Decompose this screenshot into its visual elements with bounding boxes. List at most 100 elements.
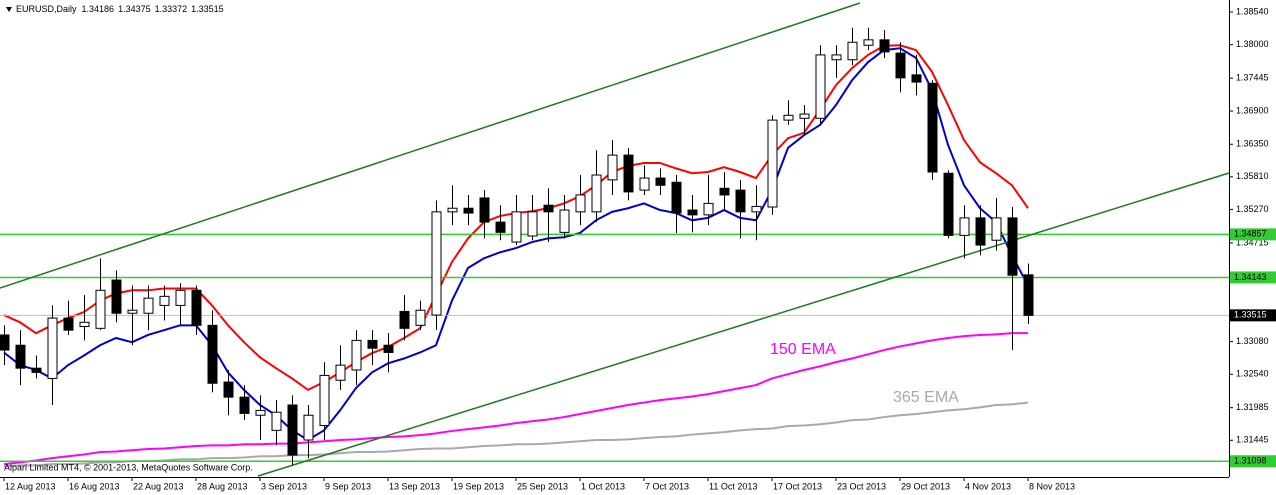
x-tick-label: 4 Nov 2013	[965, 481, 1011, 491]
annotation: 150 EMA	[770, 341, 836, 358]
candle-body	[431, 211, 442, 316]
candle-body	[703, 202, 714, 216]
x-tick-label: 23 Oct 2013	[837, 481, 886, 491]
candle-body	[543, 204, 554, 213]
candles	[0, 27, 1034, 466]
candle-body	[383, 344, 394, 353]
x-tick-label: 7 Oct 2013	[645, 481, 689, 491]
trend-line	[257, 172, 1230, 477]
candle-body	[879, 39, 890, 53]
candle-body	[143, 297, 154, 314]
x-tick-label: 1 Oct 2013	[581, 481, 625, 491]
candle-body	[639, 177, 650, 191]
price-label: 1.34143	[1234, 272, 1267, 282]
candle-body	[95, 289, 106, 329]
x-tick-label: 11 Oct 2013	[709, 481, 757, 491]
candle-body	[671, 181, 682, 214]
price-label: 1.31098	[1234, 456, 1267, 466]
candle-body	[415, 309, 426, 326]
candle-body	[655, 177, 666, 186]
candle-body	[175, 289, 186, 306]
y-tick-label: 1.32540	[1236, 369, 1269, 379]
candle-body	[207, 324, 218, 384]
x-tick-label: 22 Aug 2013	[133, 481, 184, 491]
candle-body	[895, 52, 906, 79]
price-label: 1.33515	[1234, 310, 1267, 320]
candle-body	[783, 114, 794, 121]
candle-body	[495, 221, 506, 233]
candle-body	[255, 409, 266, 416]
candle-body	[1023, 274, 1034, 316]
indicator-line	[3, 332, 1028, 466]
candle-body	[943, 172, 954, 236]
copyright: Alpari Limited MT4, © 2001-2013, MetaQuo…	[4, 462, 253, 472]
y-tick-label: 1.37445	[1236, 73, 1269, 83]
x-tick-label: 9 Sep 2013	[325, 481, 371, 491]
candle-body	[335, 364, 346, 381]
candle-body	[127, 309, 138, 314]
candle-body	[479, 197, 490, 223]
trend-line	[0, 2, 861, 289]
price-label-box	[1230, 455, 1276, 468]
x-tick-label: 19 Sep 2013	[453, 481, 504, 491]
candle-body	[719, 187, 730, 196]
candle-body	[463, 207, 474, 214]
x-tick-label: 8 Nov 2013	[1029, 481, 1075, 491]
candle-body	[959, 217, 970, 236]
price-label-box	[1230, 228, 1276, 241]
candle-body	[591, 174, 602, 213]
y-tick-label: 1.33080	[1236, 336, 1269, 346]
candle-body	[975, 217, 986, 246]
candle-body	[751, 205, 762, 213]
candle-body	[447, 207, 458, 213]
candle-body	[559, 209, 570, 233]
candle-body	[367, 339, 378, 349]
low: 1.33372	[155, 4, 188, 14]
x-tick-label: 13 Sep 2013	[389, 481, 440, 491]
y-tick-label: 1.35270	[1236, 204, 1269, 214]
y-tick-label: 1.34715	[1236, 237, 1269, 247]
candle-body	[399, 310, 410, 329]
candle-body	[351, 339, 362, 371]
candle-body	[239, 396, 250, 414]
chart-header: EURUSD,Daily 1.34186 1.34375 1.33372 1.33515	[16, 4, 224, 14]
candle-body	[287, 404, 298, 456]
candle-body	[319, 374, 330, 427]
x-tick-label: 3 Sep 2013	[261, 481, 307, 491]
candle-body	[767, 119, 778, 208]
candle-body	[0, 334, 10, 351]
menu-icon[interactable]	[6, 7, 12, 12]
symbol: EURUSD,Daily	[16, 4, 77, 14]
candle-body	[991, 217, 1002, 241]
indicator-line	[3, 47, 1029, 442]
x-tick-label: 28 Aug 2013	[197, 481, 248, 491]
candle-body	[111, 279, 122, 314]
candle-body	[191, 289, 202, 326]
y-tick-label: 1.35810	[1236, 171, 1269, 181]
x-tick-label: 25 Sep 2013	[517, 481, 568, 491]
candle-body	[79, 321, 90, 328]
candle-body	[1007, 217, 1018, 276]
candle-body	[527, 211, 538, 237]
high: 1.34375	[118, 4, 151, 14]
candle-body	[831, 54, 842, 61]
y-tick-label: 1.38000	[1236, 39, 1269, 49]
candle-body	[815, 54, 826, 119]
y-tick-label: 1.31445	[1236, 435, 1269, 445]
candle-body	[607, 154, 618, 181]
x-tick-label: 17 Oct 2013	[773, 481, 822, 491]
candle-body	[623, 154, 634, 193]
axes: 1.38540 1.38000 1.37445 1.36900 1.36350 1.358…	[3, 6, 1276, 491]
candle-body	[911, 74, 922, 83]
candle-body	[271, 411, 282, 431]
candle-body	[687, 209, 698, 216]
y-tick-label: 1.38540	[1236, 6, 1269, 16]
candle-body	[575, 194, 586, 213]
candle-body	[847, 41, 858, 61]
candle-body	[31, 367, 42, 373]
price-label: 1.34857	[1234, 229, 1267, 239]
overlays	[0, 44, 1229, 468]
